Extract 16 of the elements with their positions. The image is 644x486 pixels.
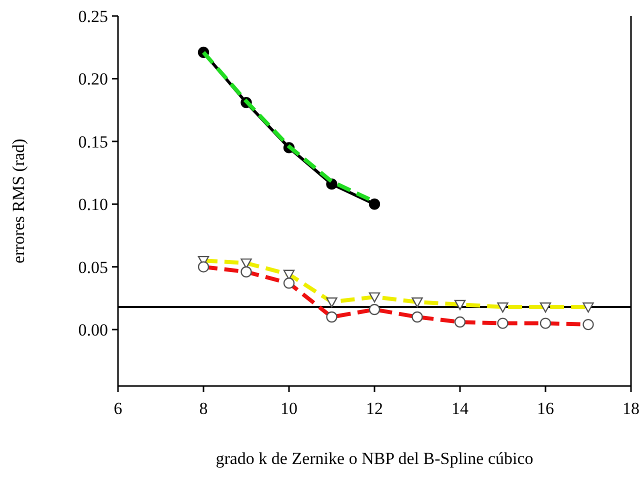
x-tick-label: 14 bbox=[452, 399, 469, 418]
x-tick-label: 16 bbox=[537, 399, 554, 418]
y-tick-label: 0.00 bbox=[78, 320, 108, 340]
y-tick-label: 0.15 bbox=[78, 132, 108, 152]
y-tick-label: 0.20 bbox=[78, 70, 108, 89]
x-tick-label: 6 bbox=[114, 399, 122, 418]
point bbox=[368, 198, 380, 210]
y-tick-label: 0.05 bbox=[78, 258, 108, 277]
x-tick-label: 18 bbox=[622, 399, 640, 418]
x-axis-title: grado k de Zernike o NBP del B-Spline cúbico bbox=[216, 449, 534, 468]
y-axis-title: errores RMS (rad) bbox=[9, 138, 28, 264]
x-tick-label: 12 bbox=[366, 399, 383, 418]
x-tick-label: 10 bbox=[280, 399, 298, 418]
y-tick-label: 0.25 bbox=[78, 6, 108, 26]
x-tick-label: 8 bbox=[199, 399, 208, 418]
y-tick-label: 0.10 bbox=[78, 195, 108, 214]
